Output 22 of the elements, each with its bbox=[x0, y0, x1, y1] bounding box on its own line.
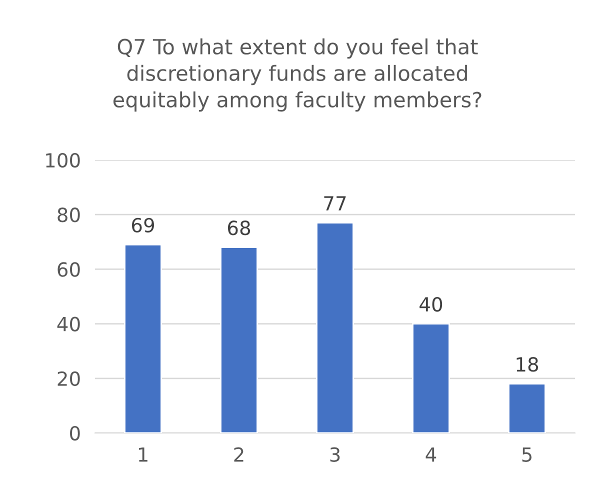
data-label: 68 bbox=[228, 220, 250, 236]
bar bbox=[220, 246, 258, 433]
bar bbox=[316, 222, 354, 433]
data-label: 18 bbox=[516, 357, 538, 372]
bar bbox=[508, 383, 546, 433]
x-tick-label: 5 bbox=[522, 447, 532, 462]
y-tick-label: 40 bbox=[57, 316, 80, 332]
chart-title: Q7 To what extent do you feel that discretionary funds are allocated equitably among faculty members? bbox=[113, 38, 482, 112]
y-tick-label: 100 bbox=[46, 152, 80, 168]
bar bbox=[124, 244, 162, 433]
y-tick-label: 20 bbox=[58, 371, 80, 386]
x-tick-label: 3 bbox=[330, 447, 340, 462]
x-tick-label: 2 bbox=[234, 447, 244, 462]
y-tick-label: 80 bbox=[58, 208, 80, 222]
y-tick-label: 0 bbox=[70, 426, 80, 441]
bar bbox=[412, 323, 450, 433]
x-tick-label: 4 bbox=[426, 447, 436, 462]
data-label: 69 bbox=[132, 218, 154, 233]
x-tick-label: 1 bbox=[138, 447, 148, 462]
y-tick-label: 60 bbox=[58, 262, 80, 277]
data-label: 40 bbox=[420, 296, 442, 312]
data-label: 77 bbox=[324, 196, 346, 210]
